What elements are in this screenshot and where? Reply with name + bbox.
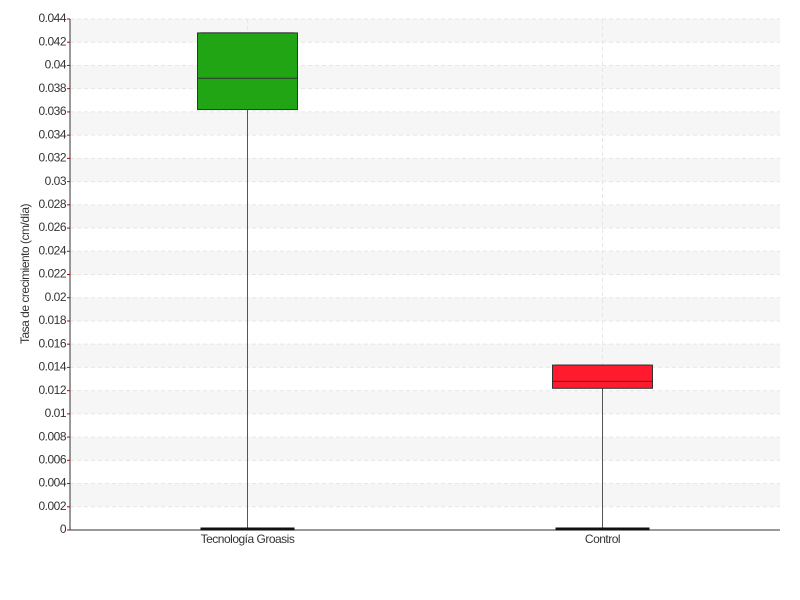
grid-band xyxy=(70,251,780,275)
y-tick-label: 0.032 xyxy=(38,151,66,165)
y-tick-label: 0.018 xyxy=(38,313,66,327)
y-tick-label: 0.024 xyxy=(38,243,66,257)
y-tick-label: 0.014 xyxy=(38,360,66,374)
y-tick-label: 0.006 xyxy=(38,452,66,466)
y-tick-label: 0.002 xyxy=(38,499,66,513)
y-tick-label: 0.008 xyxy=(38,429,66,443)
grid-band xyxy=(70,19,780,43)
grid-band xyxy=(70,437,780,461)
y-tick-label: 0.036 xyxy=(38,104,66,118)
y-tick-label: 0.02 xyxy=(45,290,67,304)
y-tick-label: 0.012 xyxy=(38,383,66,397)
grid-band xyxy=(70,65,780,89)
y-tick-label: 0.044 xyxy=(38,11,66,25)
y-tick-label: 0.028 xyxy=(38,197,66,211)
y-tick-label: 0.038 xyxy=(38,81,66,95)
grid-band xyxy=(70,204,780,229)
grid-band xyxy=(70,483,780,507)
y-tick-label: 0.03 xyxy=(45,174,67,188)
box xyxy=(197,32,298,111)
y-tick-label: 0.026 xyxy=(38,220,66,234)
box xyxy=(552,364,653,389)
grid-band xyxy=(70,158,780,182)
y-tick-label: 0.04 xyxy=(45,58,67,72)
x-tick-label: Control xyxy=(585,532,620,546)
grid-band xyxy=(70,297,780,321)
grid-band xyxy=(70,390,780,414)
x-tick-label: Tecnología Groasis xyxy=(201,532,295,546)
y-tick-label: 0.042 xyxy=(38,34,66,48)
y-tick-label: 0.034 xyxy=(38,127,66,141)
y-tick-label: 0.016 xyxy=(38,336,66,350)
y-axis-label: Tasa de crecimiento (cm/día) xyxy=(18,203,32,344)
y-tick-label: 0.022 xyxy=(38,267,66,281)
grid-band xyxy=(70,344,780,368)
y-tick-label: 0.004 xyxy=(38,476,66,490)
grid-band xyxy=(70,111,780,136)
y-tick-label: 0.01 xyxy=(45,406,67,420)
y-tick-label: 0 xyxy=(60,522,67,536)
